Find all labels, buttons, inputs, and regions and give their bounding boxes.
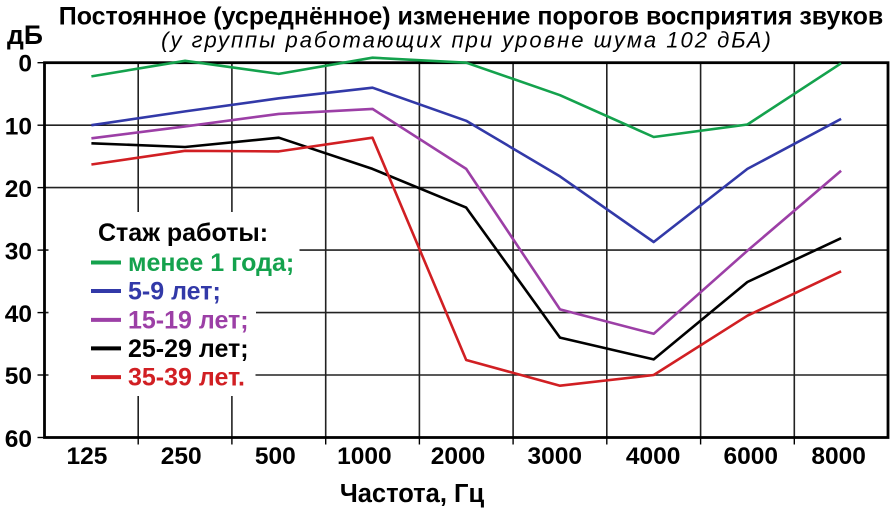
svg-text:25-29 лет;: 25-29 лет; xyxy=(128,335,249,363)
svg-text:(у группы работающих при уровн: (у группы работающих при уровне шума 102… xyxy=(161,28,773,53)
svg-text:250: 250 xyxy=(161,443,202,470)
svg-text:60: 60 xyxy=(5,426,32,453)
svg-text:дБ: дБ xyxy=(7,20,43,50)
svg-text:15-19 лет;: 15-19 лет; xyxy=(128,306,249,334)
svg-text:Частота, Гц: Частота, Гц xyxy=(340,480,485,508)
svg-text:6000: 6000 xyxy=(724,443,779,470)
svg-text:3000: 3000 xyxy=(528,443,583,470)
svg-text:5-9 лет;: 5-9 лет; xyxy=(128,278,221,306)
svg-text:8000: 8000 xyxy=(811,443,866,470)
svg-text:35-39 лет.: 35-39 лет. xyxy=(128,364,245,392)
svg-text:10: 10 xyxy=(5,113,32,140)
svg-text:менее 1 года;: менее 1 года; xyxy=(128,249,294,277)
svg-text:4000: 4000 xyxy=(626,443,681,470)
svg-text:20: 20 xyxy=(5,176,32,203)
svg-text:50: 50 xyxy=(5,363,32,390)
svg-text:Стаж работы:: Стаж работы: xyxy=(98,219,268,247)
svg-text:2000: 2000 xyxy=(431,443,486,470)
svg-text:30: 30 xyxy=(5,238,32,265)
svg-text:0: 0 xyxy=(18,51,32,78)
svg-text:500: 500 xyxy=(255,443,296,470)
svg-text:1000: 1000 xyxy=(337,443,392,470)
svg-text:40: 40 xyxy=(5,301,32,328)
svg-text:Постоянное (усреднённое) измен: Постоянное (усреднённое) изменение порог… xyxy=(59,3,884,31)
svg-text:125: 125 xyxy=(67,443,108,470)
